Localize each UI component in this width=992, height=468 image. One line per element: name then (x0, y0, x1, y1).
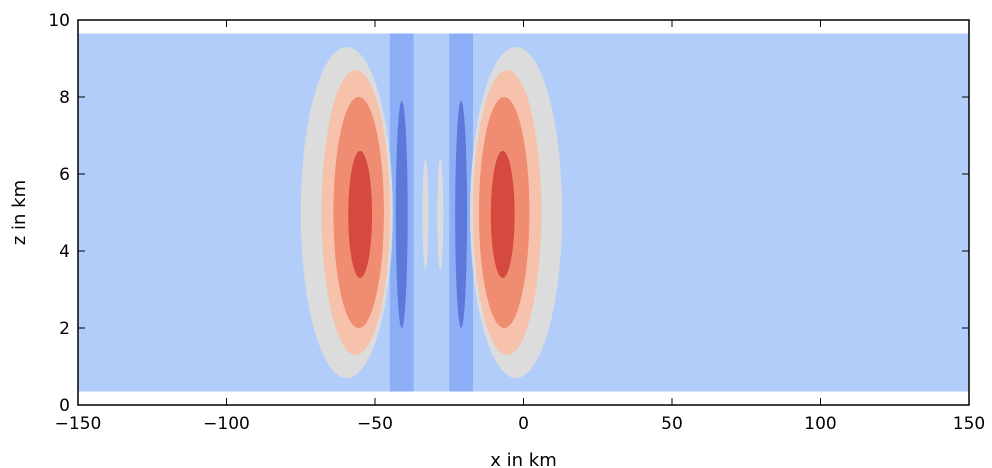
contour-cell-2-strong-positive (490, 150, 515, 278)
x-tick-label: −50 (357, 414, 393, 434)
y-tick-label: 10 (48, 11, 70, 31)
x-tick-label: −100 (203, 414, 250, 434)
contour-cell-1-strong-positive (348, 150, 373, 278)
x-tick-label: −150 (55, 414, 102, 434)
neutral-sliver-2 (437, 158, 444, 271)
x-tick-label: 150 (953, 414, 985, 434)
y-axis: 0 2 4 6 8 10 (48, 11, 969, 416)
x-axis-label: x in km (490, 450, 556, 468)
neutral-sliver-1 (422, 158, 429, 271)
x-tick-label: 50 (661, 414, 683, 434)
y-tick-label: 0 (59, 396, 70, 416)
y-tick-label: 8 (59, 88, 70, 108)
plot-area (78, 33, 969, 392)
negative-cell-2 (455, 100, 468, 328)
y-tick-label: 6 (59, 165, 70, 185)
negative-cell-1 (395, 100, 408, 328)
x-tick-label: 100 (804, 414, 836, 434)
x-tick-label: 0 (518, 414, 529, 434)
y-tick-label: 4 (59, 242, 70, 262)
x-axis: −150 −100 −50 0 50 100 150 (55, 20, 985, 434)
y-tick-label: 2 (59, 319, 70, 339)
y-axis-label: z in km (9, 180, 30, 245)
